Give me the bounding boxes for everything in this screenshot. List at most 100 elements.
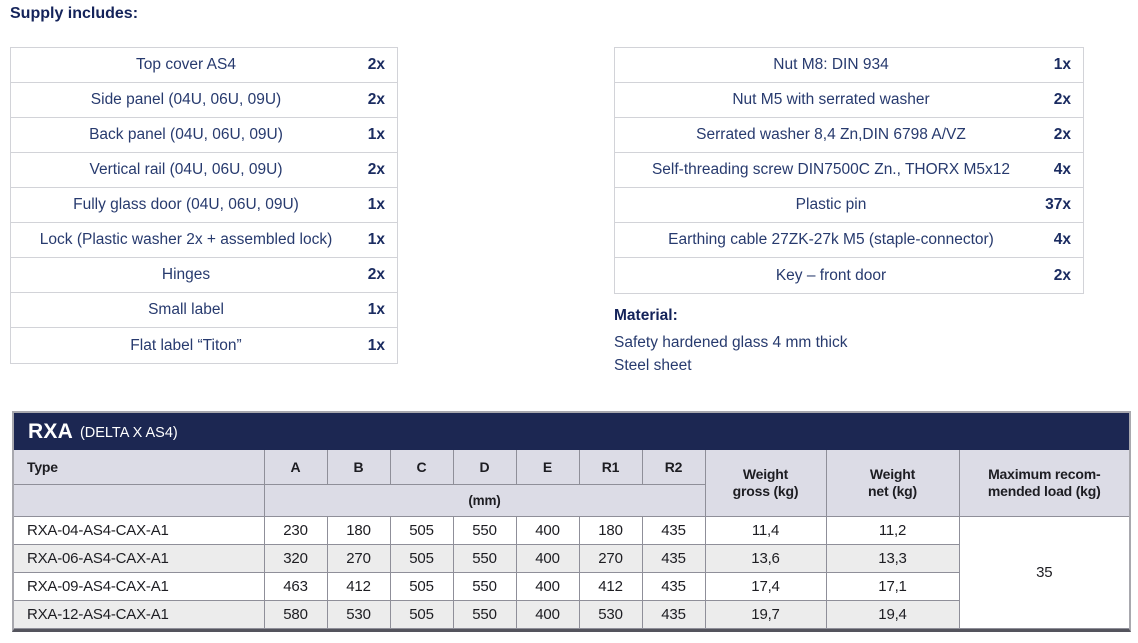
spec-data-row: RXA-04-AS4-CAX-A1 230 180 505 550 400 18… [14, 515, 1129, 629]
spec-cell-e: 400 [515, 571, 580, 601]
spec-header-weight-net: Weight net (kg) [825, 450, 960, 517]
spec-cell-e: 400 [515, 515, 580, 545]
spec-header-max-load-line1: Maximum recom- [988, 465, 1101, 482]
supply-item-qty: 2x [1053, 91, 1071, 108]
supply-row: Side panel (04U, 06U, 09U) 2x [11, 83, 397, 118]
supply-item-qty: 1x [367, 301, 385, 318]
spec-header-dim-a: A [263, 450, 328, 485]
supply-item-qty: 2x [367, 161, 385, 178]
spec-cell-r2: 435 [641, 571, 706, 601]
spec-header-dim-b: B [326, 450, 391, 485]
supply-row: Nut M5 with serrated washer 2x [615, 83, 1083, 118]
supply-item-label: Back panel (04U, 06U, 09U) [89, 126, 283, 143]
supply-item-label: Hinges [161, 266, 211, 283]
spec-header-type: Type [14, 450, 265, 485]
spec-cell-r2: 435 [641, 515, 706, 545]
spec-cell-r2: 435 [641, 543, 706, 573]
supply-item-qty: 2x [367, 266, 385, 283]
spec-header-dim-r1: R1 [578, 450, 643, 485]
spec-cell-weight-gross: 13,6 [704, 543, 827, 573]
supply-item-qty: 1x [367, 126, 385, 143]
spec-cell-b: 270 [326, 543, 391, 573]
spec-cell-b: 180 [326, 515, 391, 545]
spec-cell-r2: 435 [641, 599, 706, 629]
spec-header-max-load: Maximum recom- mended load (kg) [958, 450, 1129, 517]
spec-cell-a: 580 [263, 599, 328, 629]
spec-header-dim-d: D [452, 450, 517, 485]
supply-row: Nut M8: DIN 934 1x [615, 48, 1083, 83]
supply-item-qty: 1x [367, 231, 385, 248]
spec-cell-weight-net: 13,3 [825, 543, 959, 573]
material-line: Safety hardened glass 4 mm thick [614, 334, 848, 351]
spec-cell-r1: 530 [578, 599, 643, 629]
spec-cell-weight-gross: 19,7 [704, 599, 827, 629]
supply-item-qty: 4x [1053, 161, 1071, 178]
spec-cell-max-load: 35 [958, 515, 1129, 629]
supply-row: Lock (Plastic washer 2x + assembled lock… [11, 223, 397, 258]
spec-table-section: RXA (DELTA X AS4) Type A B C D E R1 R2 W… [12, 411, 1131, 632]
spec-cell-c: 505 [389, 571, 454, 601]
spec-header-dim-c: C [389, 450, 454, 485]
supply-row: Serrated washer 8,4 Zn,DIN 6798 A/VZ 2x [615, 118, 1083, 153]
spec-data-row: RXA-12-AS4-CAX-A1 580 530 505 550 400 53… [14, 599, 1129, 629]
spec-cell-e: 400 [515, 543, 580, 573]
spec-cell-weight-gross: 17,4 [704, 571, 827, 601]
supply-item-label: Serrated washer 8,4 Zn,DIN 6798 A/VZ [696, 126, 966, 143]
supply-table-right: Nut M8: DIN 934 1x Nut M5 with serrated … [614, 47, 1084, 294]
supply-item-label: Vertical rail (04U, 06U, 09U) [89, 161, 283, 178]
supply-item-qty: 2x [367, 56, 385, 73]
supply-row: Top cover AS4 2x [11, 48, 397, 83]
spec-cell-b: 412 [326, 571, 391, 601]
spec-cell-r1: 180 [578, 515, 643, 545]
spec-cell-type: RXA-04-AS4-CAX-A1 [14, 515, 265, 545]
supply-item-label: Key – front door [775, 266, 887, 284]
page-heading: Supply includes: [10, 5, 139, 22]
spec-cell-a: 320 [263, 543, 328, 573]
spec-unit-label: (mm) [263, 483, 705, 517]
supply-item-label: Earthing cable 27ZK-27k M5 (staple-conne… [668, 231, 994, 248]
spec-cell-weight-net: 19,4 [825, 599, 959, 629]
spec-cell-a: 463 [263, 571, 328, 601]
supply-row: Small label 1x [11, 293, 397, 328]
spec-cell-type: RXA-06-AS4-CAX-A1 [14, 543, 265, 573]
spec-data-row: RXA-09-AS4-CAX-A1 463 412 505 550 400 41… [14, 571, 1129, 601]
spec-cell-d: 550 [452, 543, 517, 573]
supply-item-label: Self-threading screw DIN7500C Zn., THORX… [651, 161, 1011, 178]
spec-header-weight-gross-line2: gross (kg) [732, 482, 799, 499]
supply-row: Fully glass door (04U, 06U, 09U) 1x [11, 188, 397, 223]
spec-cell-c: 505 [389, 515, 454, 545]
spec-cell-r1: 412 [578, 571, 643, 601]
spec-type-subheader-empty-cell [14, 483, 265, 517]
spec-header-weight-gross: Weight gross (kg) [704, 450, 827, 517]
spec-header-dim-e: E [515, 450, 580, 485]
supply-item-label: Nut M5 with serrated washer [732, 91, 930, 108]
supply-row: Hinges 2x [11, 258, 397, 293]
supply-item-qty: 37x [1045, 196, 1071, 213]
supply-item-label: Fully glass door (04U, 06U, 09U) [73, 196, 299, 213]
supply-row: Earthing cable 27ZK-27k M5 (staple-conne… [615, 223, 1083, 258]
supply-item-qty: 2x [367, 91, 385, 108]
supply-row: Key – front door 2x [615, 258, 1083, 293]
material-heading: Material: [614, 307, 678, 324]
spec-header-weight-gross-line1: Weight [742, 465, 789, 482]
spec-cell-d: 550 [452, 515, 517, 545]
spec-unit-row: (mm) [14, 483, 1129, 517]
supply-item-label: Nut M8: DIN 934 [773, 56, 889, 73]
supply-item-qty: 4x [1053, 231, 1071, 248]
spec-cell-c: 505 [389, 599, 454, 629]
spec-header-weight-net-line1: Weight [869, 465, 916, 482]
spec-cell-e: 400 [515, 599, 580, 629]
spec-header-row: Type A B C D E R1 R2 Weight gross (kg) W… [14, 450, 1129, 517]
supply-item-label: Plastic pin [795, 196, 867, 213]
spec-cell-type: RXA-12-AS4-CAX-A1 [14, 599, 265, 629]
supply-row: Plastic pin 37x [615, 188, 1083, 223]
spec-cell-d: 550 [452, 599, 517, 629]
supply-row: Vertical rail (04U, 06U, 09U) 2x [11, 153, 397, 188]
supply-item-qty: 2x [1053, 126, 1071, 143]
spec-cell-b: 530 [326, 599, 391, 629]
spec-table-title: RXA [28, 419, 73, 443]
spec-data-row: RXA-06-AS4-CAX-A1 320 270 505 550 400 27… [14, 543, 1129, 573]
supply-item-label: Small label [148, 301, 224, 318]
material-line: Steel sheet [614, 357, 692, 374]
supply-row: Back panel (04U, 06U, 09U) 1x [11, 118, 397, 153]
